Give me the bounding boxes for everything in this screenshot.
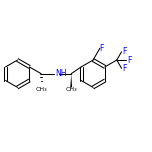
Text: F: F — [99, 44, 103, 53]
Text: F: F — [123, 47, 127, 56]
Text: F: F — [127, 55, 132, 65]
Text: CH₃: CH₃ — [35, 87, 47, 92]
Text: CH₃: CH₃ — [65, 87, 77, 92]
Text: NH: NH — [56, 69, 67, 78]
Text: F: F — [123, 64, 127, 73]
Polygon shape — [70, 74, 72, 87]
